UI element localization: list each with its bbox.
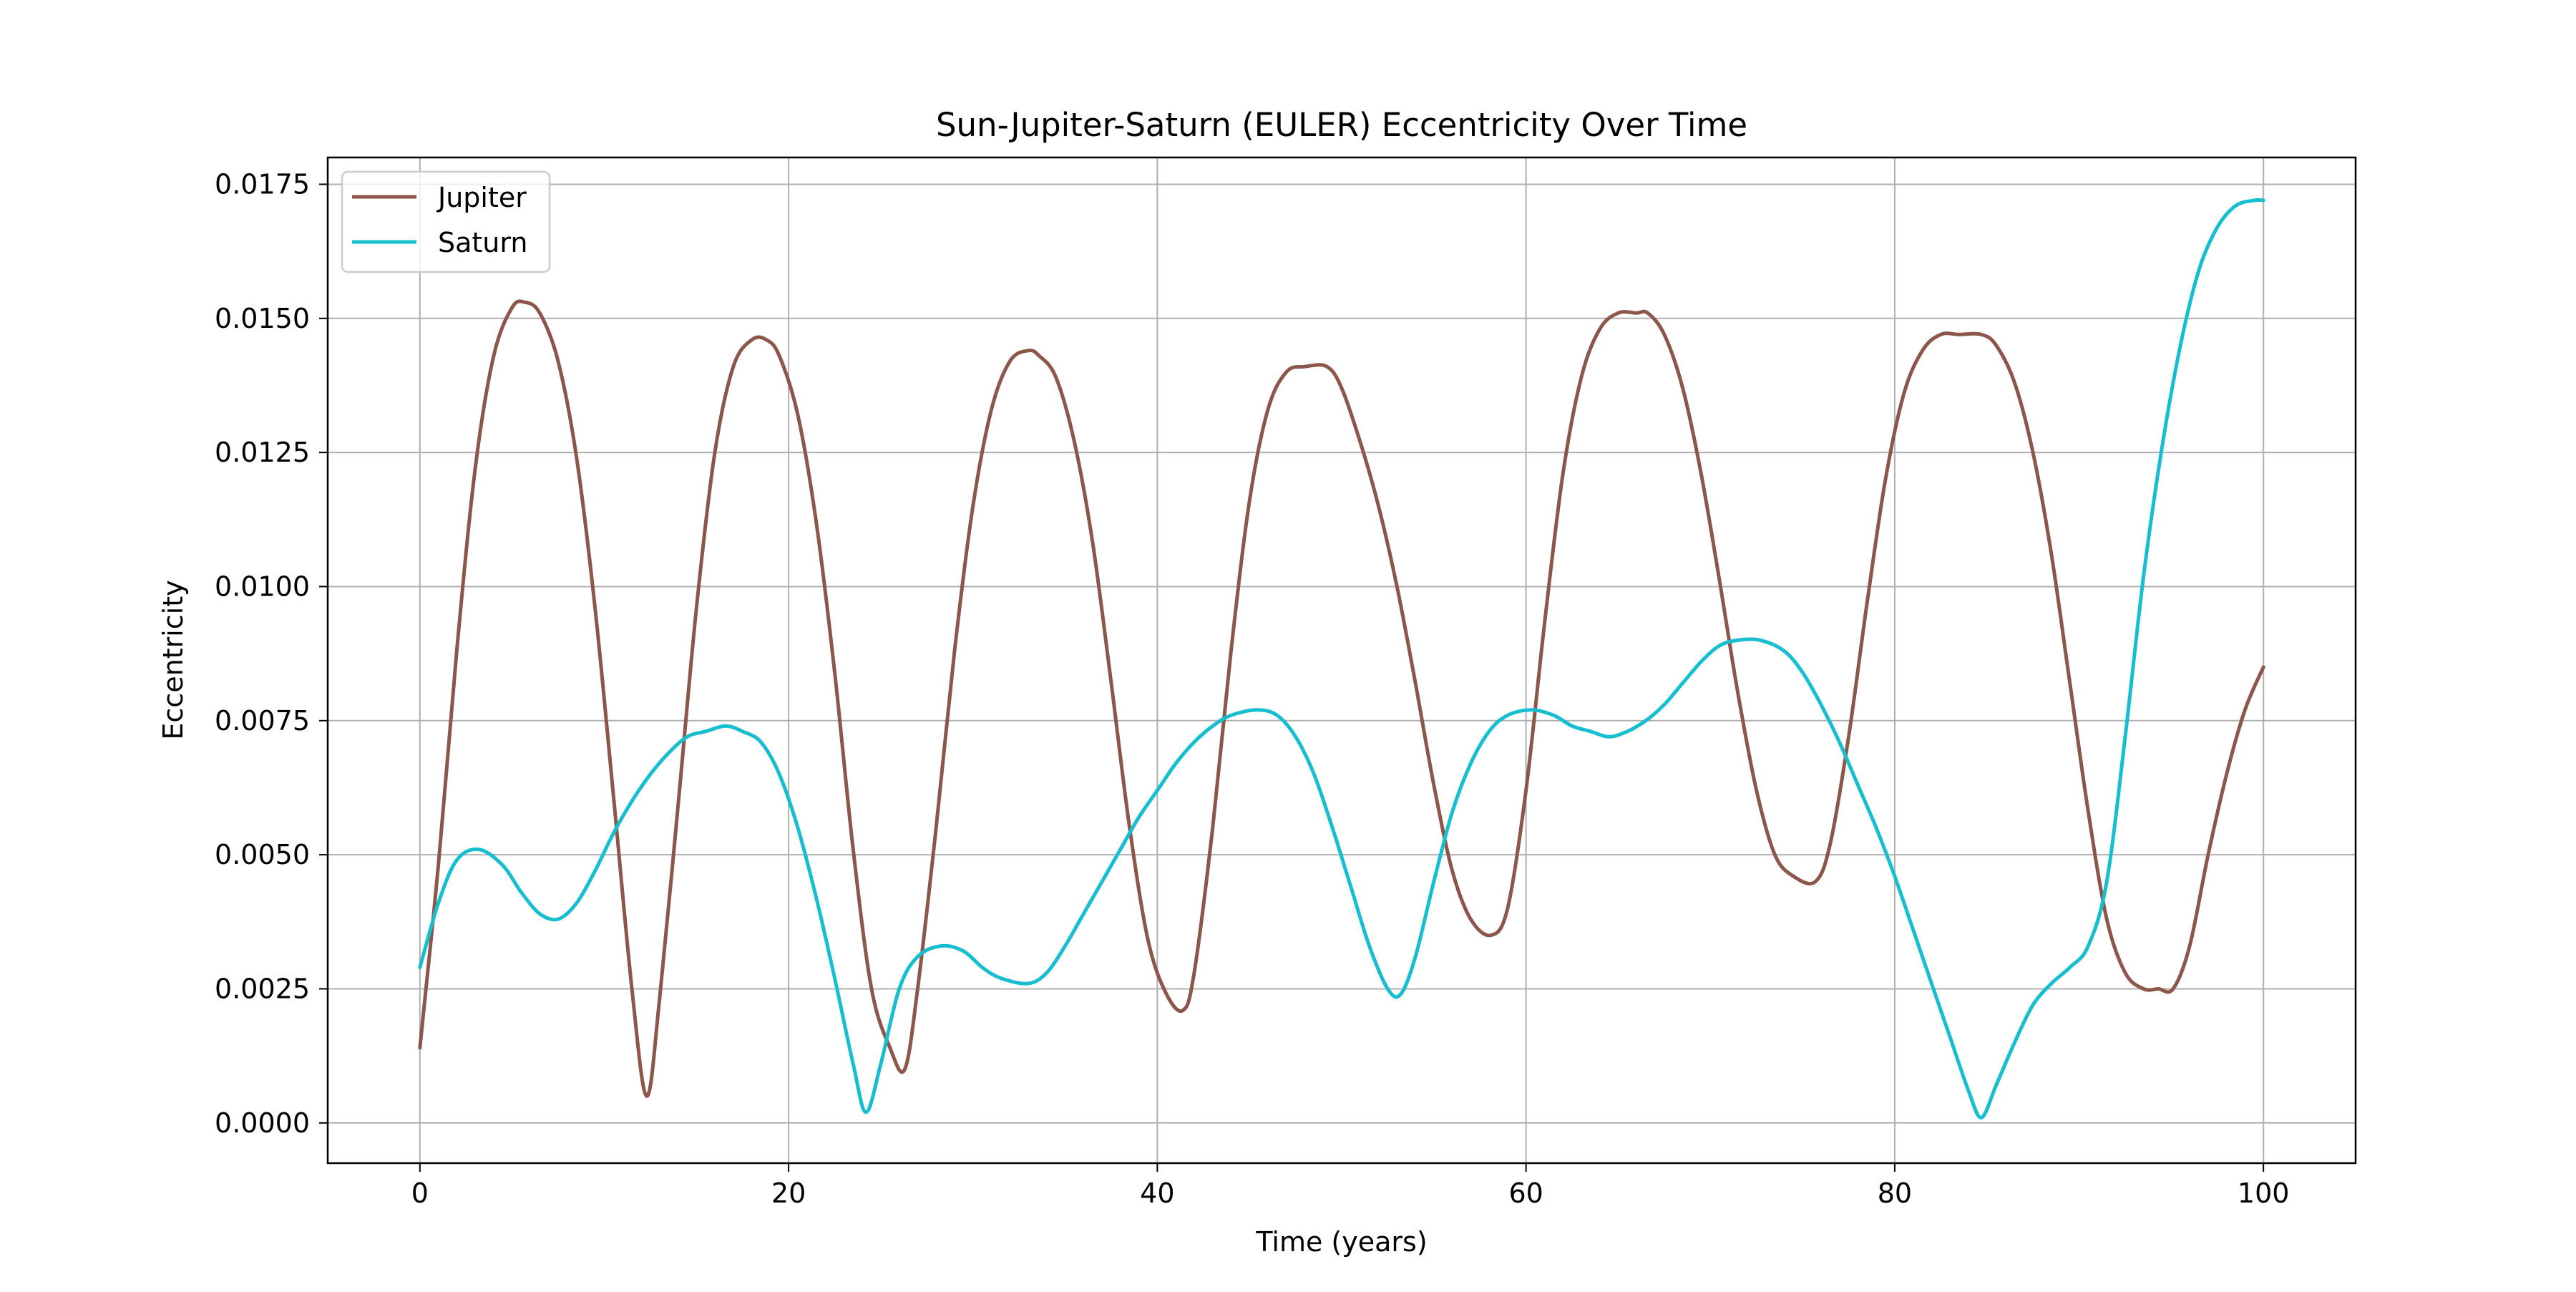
y-tick-label: 0.0100 (215, 570, 310, 602)
y-tick-label: 0.0000 (215, 1107, 310, 1139)
x-tick-label: 80 (1878, 1177, 1912, 1209)
series-line-saturn (418, 198, 2265, 1119)
y-axis-label: Eccentricity (157, 580, 189, 739)
legend-label-jupiter: Jupiter (436, 182, 527, 213)
y-tick-label: 0.0025 (215, 973, 310, 1004)
y-tick-label: 0.0175 (215, 168, 310, 200)
legend: Jupiter Saturn (341, 170, 551, 273)
y-axis-ticks: 0.0000 0.0025 0.0050 0.0075 0.0100 0.0125 0.01… (215, 168, 328, 1139)
x-tick-label: 0 (411, 1177, 429, 1209)
y-tick-label: 0.0075 (215, 705, 310, 737)
grid-lines (328, 157, 2356, 1163)
legend-label-saturn: Saturn (438, 227, 527, 258)
x-tick-label: 100 (2238, 1177, 2290, 1209)
y-tick-label: 0.0050 (215, 839, 310, 870)
x-axis-ticks: 0 20 40 60 80 100 (411, 1163, 2290, 1209)
plot-frame (326, 156, 2357, 1165)
x-tick-label: 60 (1508, 1177, 1543, 1209)
chart-title: Sun-Jupiter-Saturn (EULER) Eccentricity … (936, 106, 1747, 144)
series-lines (418, 198, 2265, 1119)
y-tick-label: 0.0150 (215, 303, 310, 334)
x-tick-label: 20 (771, 1177, 806, 1209)
x-tick-label: 40 (1140, 1177, 1174, 1209)
y-tick-label: 0.0125 (215, 437, 310, 468)
x-axis-label: Time (years) (1255, 1226, 1427, 1258)
series-line-jupiter (418, 299, 2265, 1098)
